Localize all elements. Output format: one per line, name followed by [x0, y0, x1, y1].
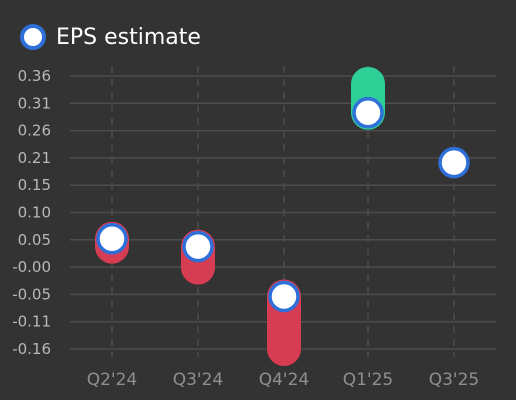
estimate-marker[interactable]	[268, 280, 300, 313]
y-tick-label: 0.05	[18, 231, 51, 249]
y-tick-label: -0.11	[12, 313, 51, 331]
y-tick-label: -0.05	[12, 285, 51, 303]
x-tick-label: Q3'24	[173, 370, 224, 390]
gridlines	[70, 66, 496, 357]
x-tick-label: Q3'25	[429, 370, 480, 390]
y-tick-label: 0.26	[18, 122, 51, 140]
x-tick-label: Q1'25	[343, 370, 394, 390]
estimate-marker[interactable]	[182, 230, 214, 263]
y-tick-label: 0.21	[18, 149, 51, 167]
y-tick-label: -0.00	[12, 258, 51, 276]
y-tick-label: 0.10	[18, 204, 51, 222]
legend-marker-icon	[20, 24, 46, 50]
legend-label: EPS estimate	[56, 24, 201, 50]
estimate-marker[interactable]	[352, 97, 384, 129]
y-tick-label: 0.15	[18, 176, 51, 194]
y-tick-label: -0.16	[12, 340, 51, 358]
x-axis-ticks: Q2'24 Q3'24 Q4'24 Q1'25 Q3'25	[87, 370, 480, 390]
legend[interactable]: EPS estimate	[20, 20, 201, 54]
y-tick-label: 0.36	[18, 67, 51, 85]
estimate-marker[interactable]	[96, 223, 128, 255]
y-axis-ticks: 0.36 0.31 0.26 0.21 0.15 0.10 0.05 -0.00 -0.05 -0…	[12, 67, 51, 358]
x-tick-label: Q4'24	[259, 370, 310, 390]
x-tick-label: Q2'24	[87, 370, 138, 390]
y-tick-label: 0.31	[18, 94, 51, 112]
estimate-markers	[96, 97, 470, 313]
estimate-marker[interactable]	[438, 146, 470, 179]
